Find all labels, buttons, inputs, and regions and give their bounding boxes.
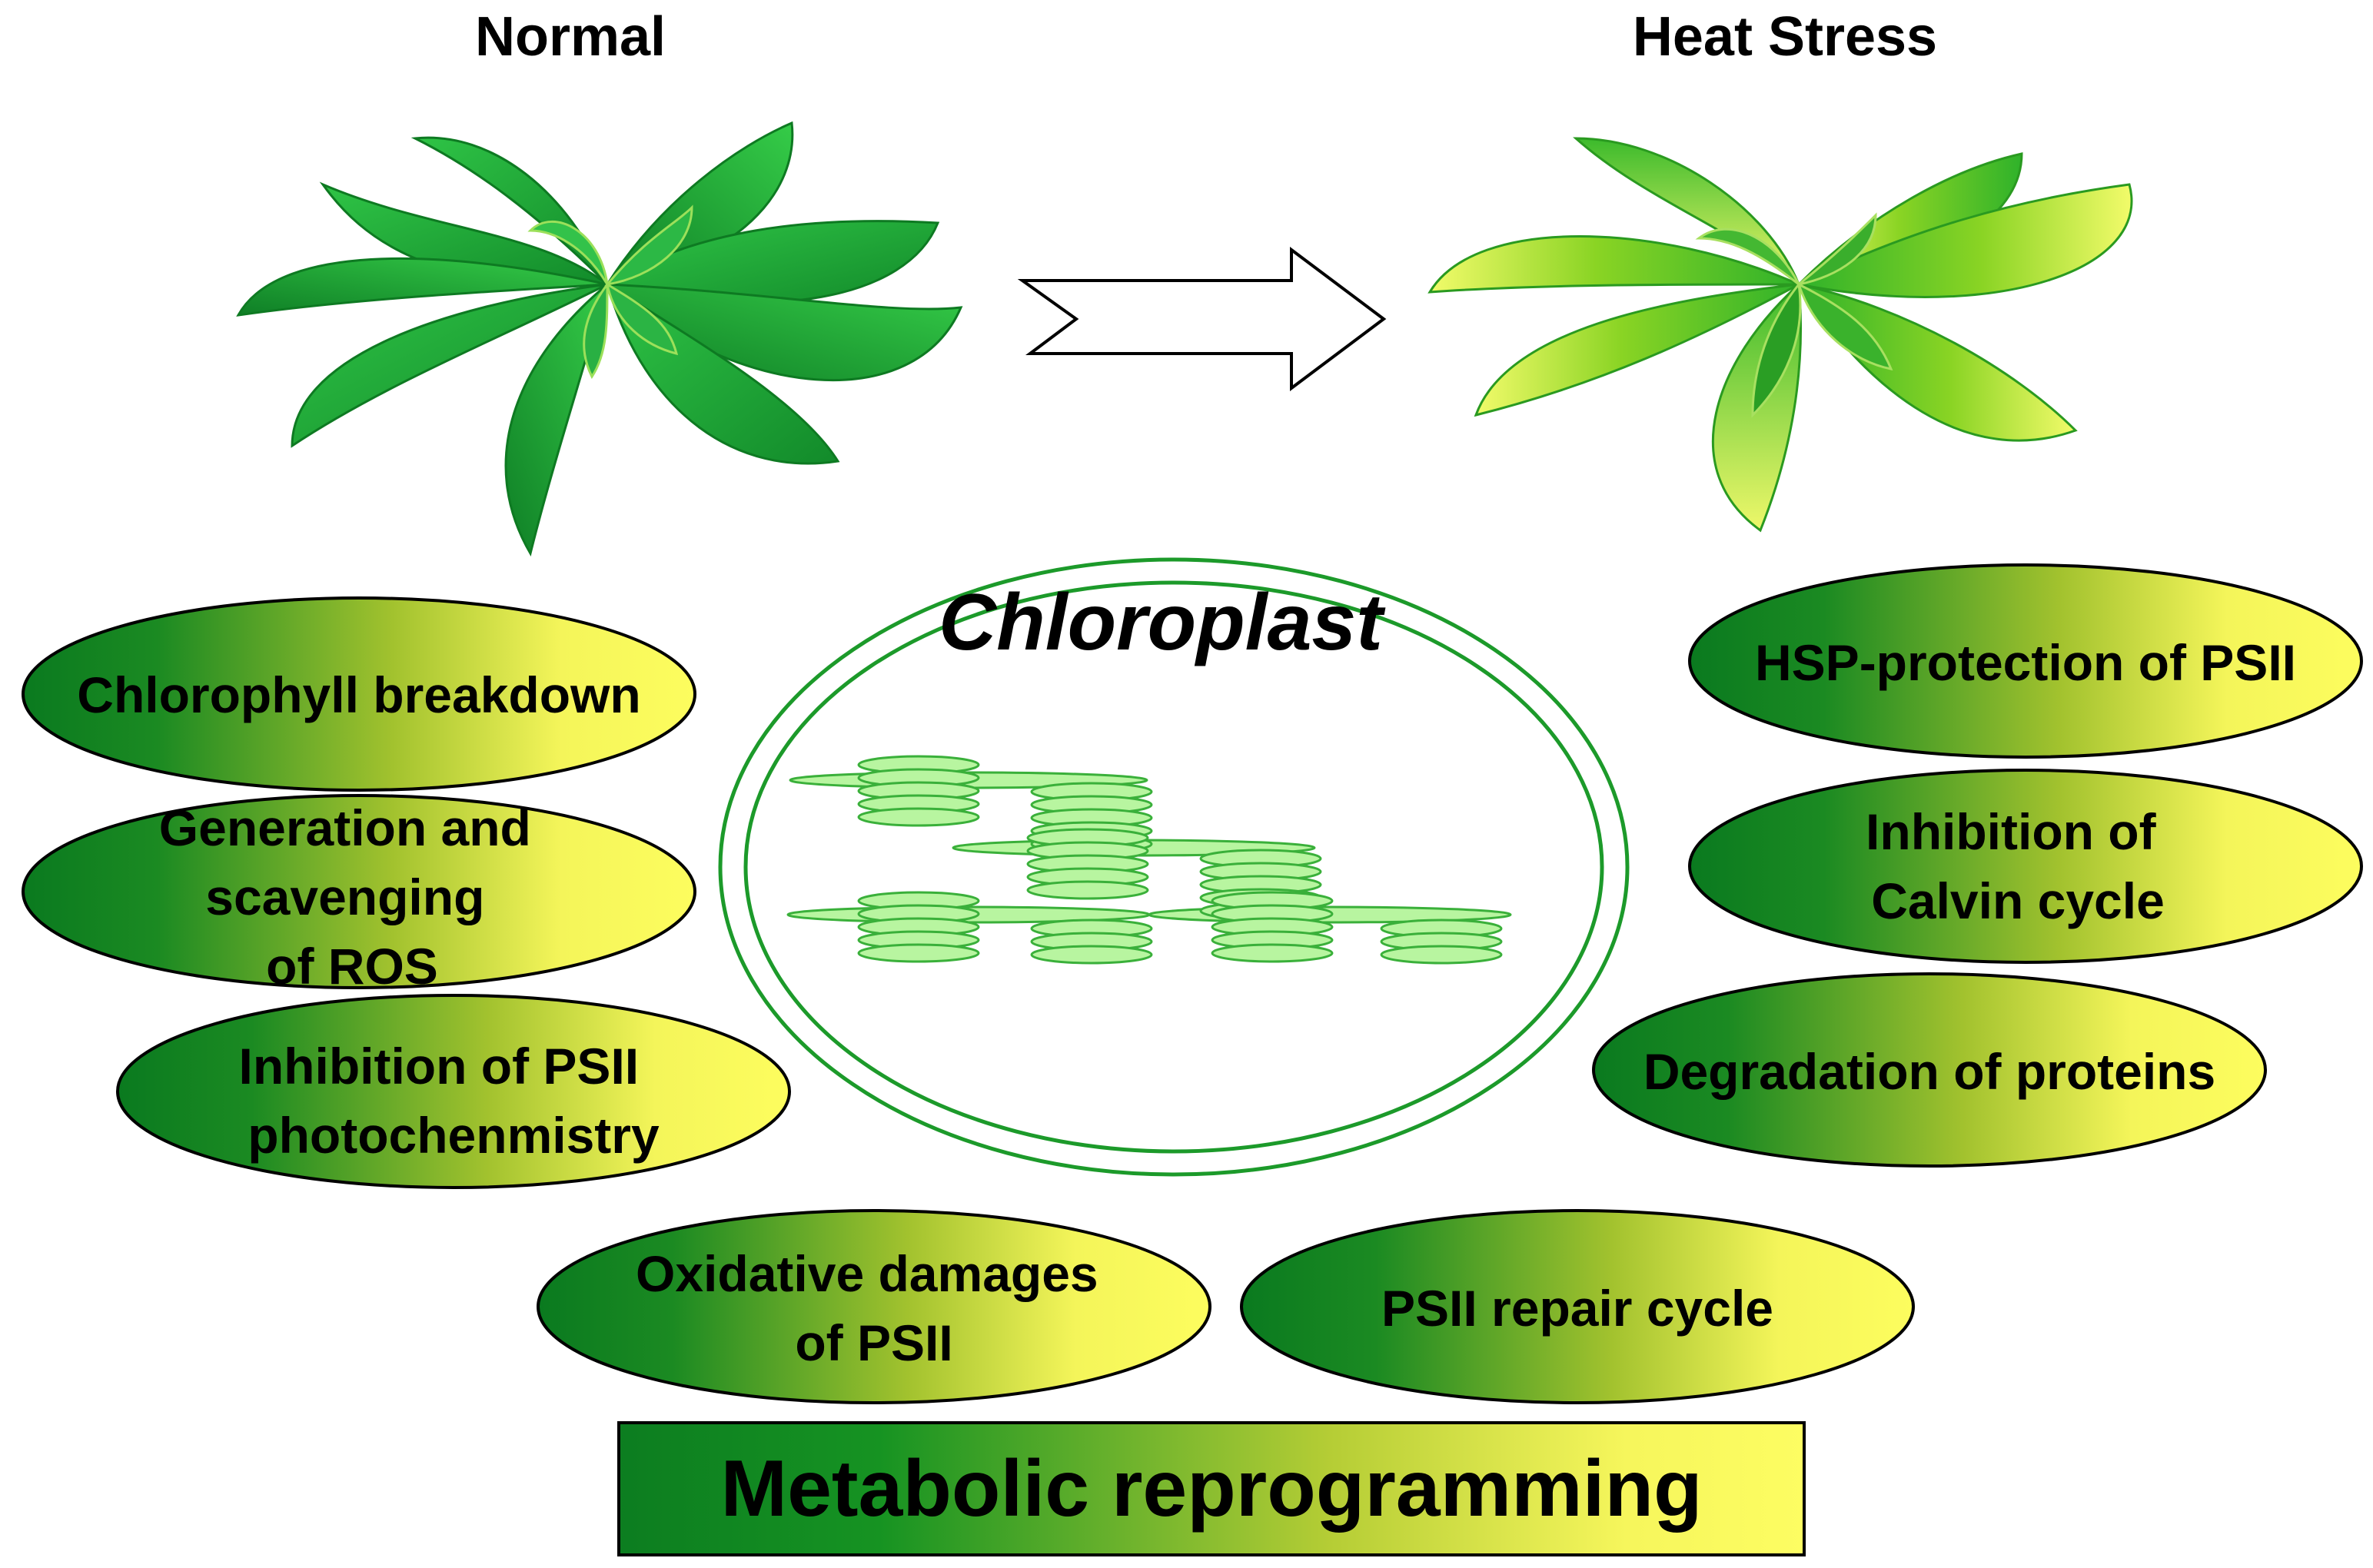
effect-hsp-protection-psii: HSP-protection of PSII — [1688, 563, 2363, 759]
healthy-plant-icon — [236, 121, 963, 556]
effect-label-line-1: Oxidative damages — [636, 1245, 1098, 1302]
effect-inhibition-psii-photochemistry: Inhibition of PSII photochenmistry — [116, 994, 791, 1189]
banner-label: Metabolic reprogramming — [720, 1444, 1702, 1533]
effect-label-line-2: photochenmistry — [248, 1107, 660, 1164]
effect-ros-generation-scavenging: Generation and scavenging of ROS — [22, 794, 696, 995]
effect-label-line-1: Generation and — [159, 799, 531, 856]
svg-text:Chlorophyll breakdown: Chlorophyll breakdown — [77, 666, 640, 723]
metabolic-reprogramming-banner: Metabolic reprogramming — [617, 1421, 1806, 1556]
effect-label: PSII repair cycle — [1381, 1280, 1773, 1337]
svg-text:PSII repair cycle: PSII repair cycle — [1381, 1280, 1773, 1337]
effect-label-line-2: of PSII — [795, 1314, 952, 1371]
effect-psii-repair-cycle: PSII repair cycle — [1240, 1209, 1915, 1404]
effect-label: HSP-protection of PSII — [1755, 634, 2296, 691]
effect-label-line-2: Calvin cycle — [1871, 872, 2165, 929]
heat-stressed-plant-icon — [1427, 137, 2133, 533]
effect-degradation-proteins: Degradation of proteins — [1592, 972, 2267, 1168]
effect-label-line-1: Inhibition of PSII — [239, 1038, 640, 1095]
effect-label-line-3: of ROS — [266, 938, 438, 995]
effect-label-line-1: Inhibition of — [1866, 803, 2157, 860]
granum-5-disc — [857, 943, 980, 963]
right-arrow-icon — [1017, 247, 1387, 391]
heading-heat-stress: Heat Stress — [1633, 6, 1937, 68]
chloroplast-inner-membrane — [743, 580, 1604, 1154]
effect-label: Chlorophyll breakdown — [77, 666, 640, 723]
chloroplast-title: Chloroplast — [939, 578, 1386, 667]
svg-text:Oxidative damages of PSI: Oxidative damages of PSII — [636, 1245, 1112, 1371]
svg-text:Degradation of proteins: Degradation of proteins — [1643, 1043, 2215, 1100]
effect-inhibition-calvin-cycle: Inhibition of Calvin cycle — [1688, 769, 2363, 964]
chloroplast: Chloroplast — [718, 557, 1630, 1177]
thylakoid-stacks — [786, 755, 1512, 965]
svg-text:Inhibition of PSII photo: Inhibition of PSII photochenmistry — [239, 1038, 660, 1164]
svg-text:Generation and scavengin: Generation and scavenging of ROS — [159, 799, 545, 995]
chloroplast-outer-membrane — [718, 557, 1630, 1177]
granum-3-disc — [1026, 880, 1149, 900]
effect-chlorophyll-breakdown: Chlorophyll breakdown — [22, 596, 696, 792]
granum-8-disc — [1380, 945, 1503, 965]
svg-text:HSP-protection of PSII: HSP-protection of PSII — [1755, 634, 2296, 691]
effect-label: Degradation of proteins — [1643, 1043, 2215, 1100]
granum-1-disc — [857, 807, 980, 827]
effect-oxidative-damages-psii: Oxidative damages of PSII — [537, 1209, 1211, 1404]
svg-text:Inhibition of Calvin cyc: Inhibition of Calvin cycle — [1866, 803, 2170, 929]
heading-normal: Normal — [475, 6, 666, 68]
granum-6-disc — [1030, 945, 1153, 965]
effect-label-line-2: scavenging — [205, 869, 484, 925]
granum-7-disc — [1211, 943, 1334, 963]
